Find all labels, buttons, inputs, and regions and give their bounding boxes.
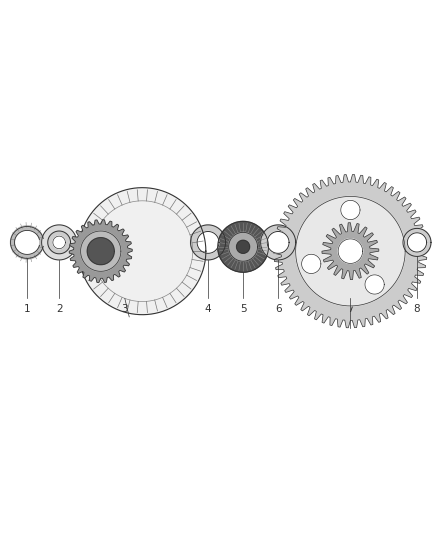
Circle shape (48, 231, 71, 254)
Circle shape (338, 239, 363, 263)
Circle shape (407, 233, 427, 252)
Circle shape (53, 236, 65, 249)
Circle shape (79, 188, 206, 314)
Polygon shape (322, 223, 379, 280)
Text: 4: 4 (205, 304, 212, 314)
Circle shape (229, 232, 258, 261)
Circle shape (287, 188, 414, 314)
Polygon shape (69, 220, 132, 282)
Circle shape (365, 275, 384, 294)
Text: 1: 1 (24, 304, 31, 314)
Circle shape (302, 254, 321, 273)
Text: 7: 7 (347, 304, 354, 314)
Polygon shape (274, 174, 427, 328)
Text: 5: 5 (240, 304, 247, 314)
Circle shape (341, 200, 360, 220)
Text: 8: 8 (413, 304, 420, 314)
Circle shape (197, 231, 219, 253)
Circle shape (296, 197, 405, 306)
Circle shape (218, 221, 268, 272)
Text: 3: 3 (121, 304, 128, 314)
Circle shape (237, 240, 250, 253)
Text: 6: 6 (275, 304, 282, 314)
Circle shape (87, 238, 114, 265)
Circle shape (267, 231, 289, 253)
Text: 2: 2 (56, 304, 63, 314)
